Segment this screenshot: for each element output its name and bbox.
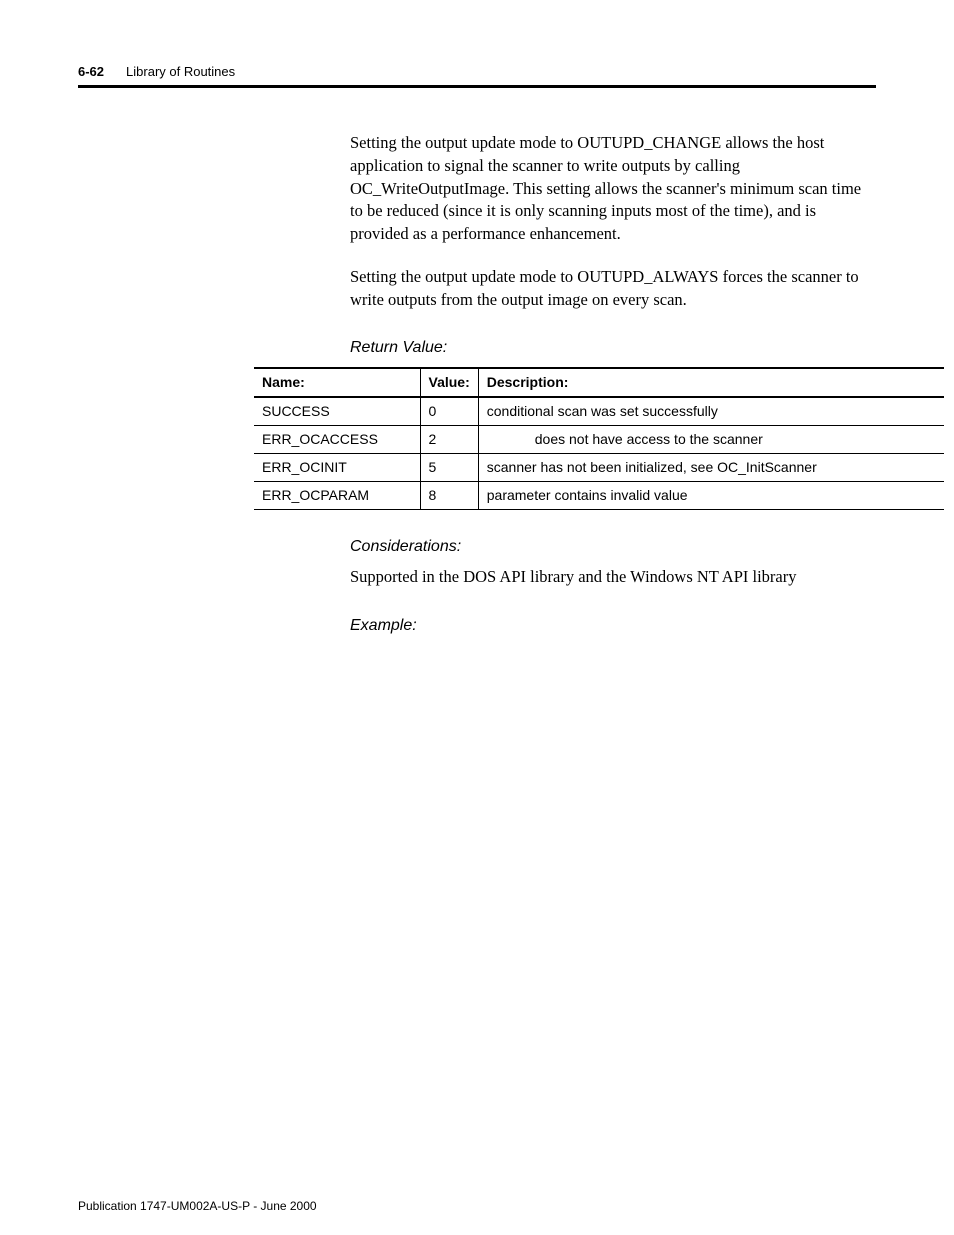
page: 6-62 Library of Routines Setting the out…: [0, 0, 954, 1235]
col-header-value: Value:: [420, 368, 478, 397]
example-heading: Example:: [350, 617, 876, 635]
paragraph-2: Setting the output update mode to OUTUPD…: [350, 266, 876, 312]
cell-value: 5: [420, 454, 478, 482]
cell-name: ERR_OCPARAM: [254, 482, 420, 510]
table-row: ERR_OCACCESS 2 does not have access to t…: [254, 426, 944, 454]
post-table-block: Considerations: Supported in the DOS API…: [350, 538, 876, 635]
table-row: ERR_OCINIT 5 scanner has not been initia…: [254, 454, 944, 482]
running-header: 6-62 Library of Routines: [78, 64, 876, 79]
considerations-heading: Considerations:: [350, 538, 876, 556]
header-rule: [78, 85, 876, 88]
considerations-text: Supported in the DOS API library and the…: [350, 566, 876, 589]
table-header-row: Name: Value: Description:: [254, 368, 944, 397]
footer-publication: Publication 1747-UM002A-US-P - June 2000: [78, 1199, 317, 1213]
paragraph-1: Setting the output update mode to OUTUPD…: [350, 132, 876, 246]
cell-name: ERR_OCINIT: [254, 454, 420, 482]
page-number: 6-62: [78, 64, 104, 79]
col-header-name: Name:: [254, 368, 420, 397]
table-row: SUCCESS 0 conditional scan was set succe…: [254, 397, 944, 426]
return-value-heading: Return Value:: [350, 339, 876, 357]
body-text-block: Setting the output update mode to OUTUPD…: [350, 132, 876, 357]
cell-value: 2: [420, 426, 478, 454]
cell-name: SUCCESS: [254, 397, 420, 426]
return-value-table: Name: Value: Description: SUCCESS 0 cond…: [254, 367, 944, 510]
cell-description: parameter contains invalid value: [478, 482, 944, 510]
section-title: Library of Routines: [126, 64, 235, 79]
cell-value: 0: [420, 397, 478, 426]
cell-value: 8: [420, 482, 478, 510]
cell-description: does not have access to the scanner: [478, 426, 944, 454]
cell-description: scanner has not been initialized, see OC…: [478, 454, 944, 482]
cell-description: conditional scan was set successfully: [478, 397, 944, 426]
col-header-description: Description:: [478, 368, 944, 397]
table-row: ERR_OCPARAM 8 parameter contains invalid…: [254, 482, 944, 510]
cell-name: ERR_OCACCESS: [254, 426, 420, 454]
return-value-table-wrap: Name: Value: Description: SUCCESS 0 cond…: [254, 367, 876, 510]
